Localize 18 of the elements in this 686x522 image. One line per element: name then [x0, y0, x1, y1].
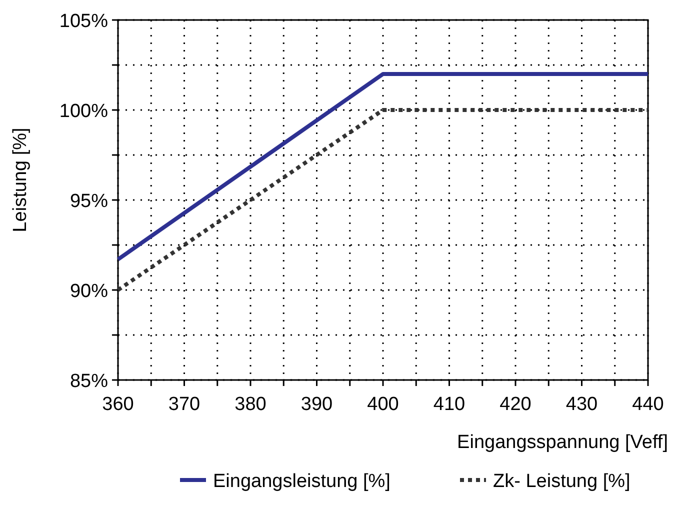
x-axis-title: Eingangsspannung [Veff]: [457, 432, 668, 453]
x-tick-label: 370: [168, 394, 200, 415]
y-tick-label: 85%: [70, 371, 108, 392]
x-tick-label: 400: [367, 394, 399, 415]
y-tick-label: 105%: [59, 11, 108, 32]
x-tick-label: 440: [632, 394, 664, 415]
y-tick-label: 100%: [59, 101, 108, 122]
legend-label: Eingangsleistung [%]: [213, 471, 390, 492]
x-tick-label: 410: [433, 394, 466, 415]
x-tick-label: 430: [566, 394, 598, 415]
y-tick-label: 95%: [70, 191, 108, 212]
y-tick-label: 90%: [70, 281, 108, 302]
x-tick-label: 420: [500, 394, 532, 415]
legend-label: Zk- Leistung [%]: [493, 471, 630, 492]
x-tick-label: 360: [102, 394, 134, 415]
x-tick-label: 380: [234, 394, 266, 415]
y-axis-title: Leistung [%]: [10, 128, 31, 232]
x-tick-label: 390: [300, 394, 333, 415]
